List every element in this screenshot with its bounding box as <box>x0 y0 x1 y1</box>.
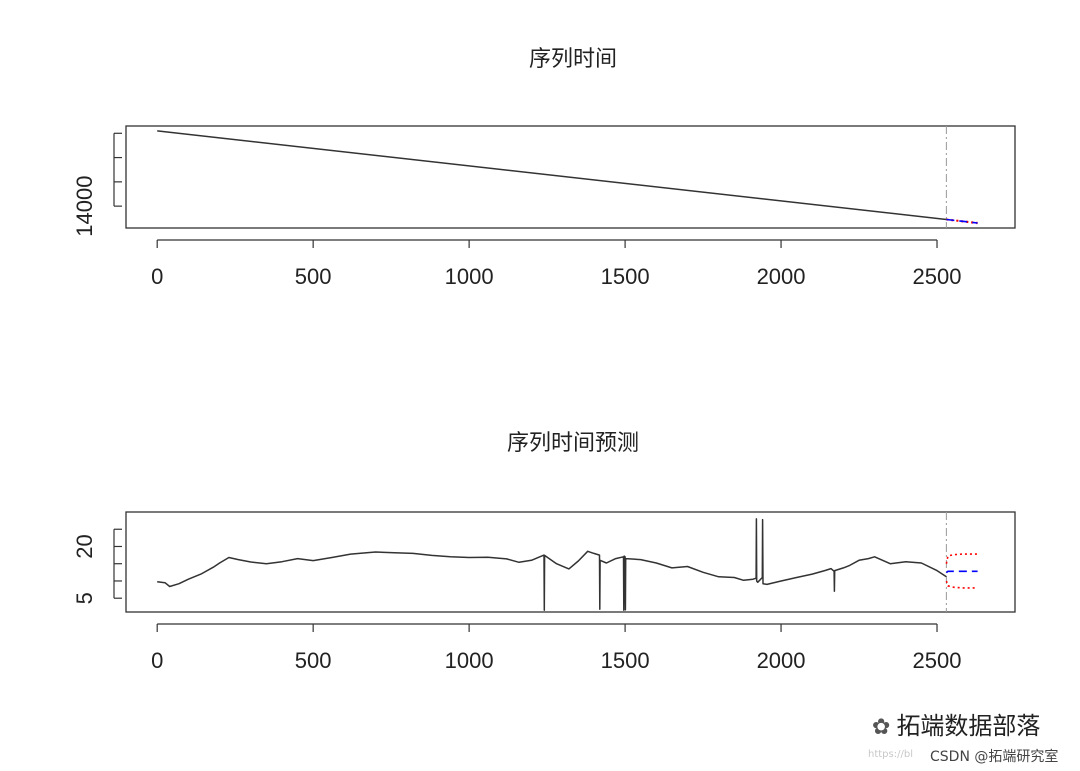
chart-bottom-y-tick-label: 20 <box>72 534 97 558</box>
watermark-url: https://bl <box>868 749 913 760</box>
chart-bottom-x-tick-label: 0 <box>151 648 163 673</box>
chart-bottom-series-line <box>157 518 947 612</box>
chart-top-plot-frame <box>125 125 1016 229</box>
wechat-icon: ✿ <box>872 715 891 740</box>
chart-bottom-x-tick-label: 1000 <box>445 648 494 673</box>
chart-bottom-y-tick-label: 5 <box>72 592 97 604</box>
chart-bottom-forecast-mean <box>945 570 978 574</box>
chart-top-x-tick-label: 1500 <box>601 264 650 289</box>
chart-bottom-forecast-lower-bound <box>945 580 978 589</box>
chart-bottom-plot-frame <box>125 511 1016 613</box>
chart-top-title: 序列时间 <box>529 47 617 72</box>
chart-bottom-x-tick-label: 2500 <box>913 648 962 673</box>
chart-bottom-x-tick-label: 1500 <box>601 648 650 673</box>
chart-top-y-tick-label: 14000 <box>72 176 97 237</box>
watermark-brand-text: 拓端数据部落 <box>896 712 1041 740</box>
chart-top-x-tick-label: 500 <box>295 264 332 289</box>
chart-top-x-tick-label: 0 <box>151 264 163 289</box>
chart-bottom-title: 序列时间预测 <box>507 431 639 456</box>
chart-top-x-tick-label: 1000 <box>445 264 494 289</box>
chart-bottom-x-tick-label: 2000 <box>757 648 806 673</box>
chart-top-x-tick-label: 2000 <box>757 264 806 289</box>
chart-bottom: 序列时间预测 0 500 1000 1500 2000 2500 5 20 <box>72 431 1016 673</box>
chart-top: 序列时间 0 500 1000 1500 2000 2500 14000 <box>72 47 1016 289</box>
watermark-csdn: CSDN @拓端研究室 <box>930 749 1059 765</box>
chart-bottom-forecast-upper-bound <box>945 553 978 564</box>
chart-top-series-line <box>157 130 947 221</box>
watermark-brand: ✿ 拓端数据部落 <box>872 706 1040 741</box>
chart-bottom-x-tick-label: 500 <box>295 648 332 673</box>
chart-top-x-tick-label: 2500 <box>913 264 962 289</box>
chart-top-forecast-mean <box>946 218 978 224</box>
